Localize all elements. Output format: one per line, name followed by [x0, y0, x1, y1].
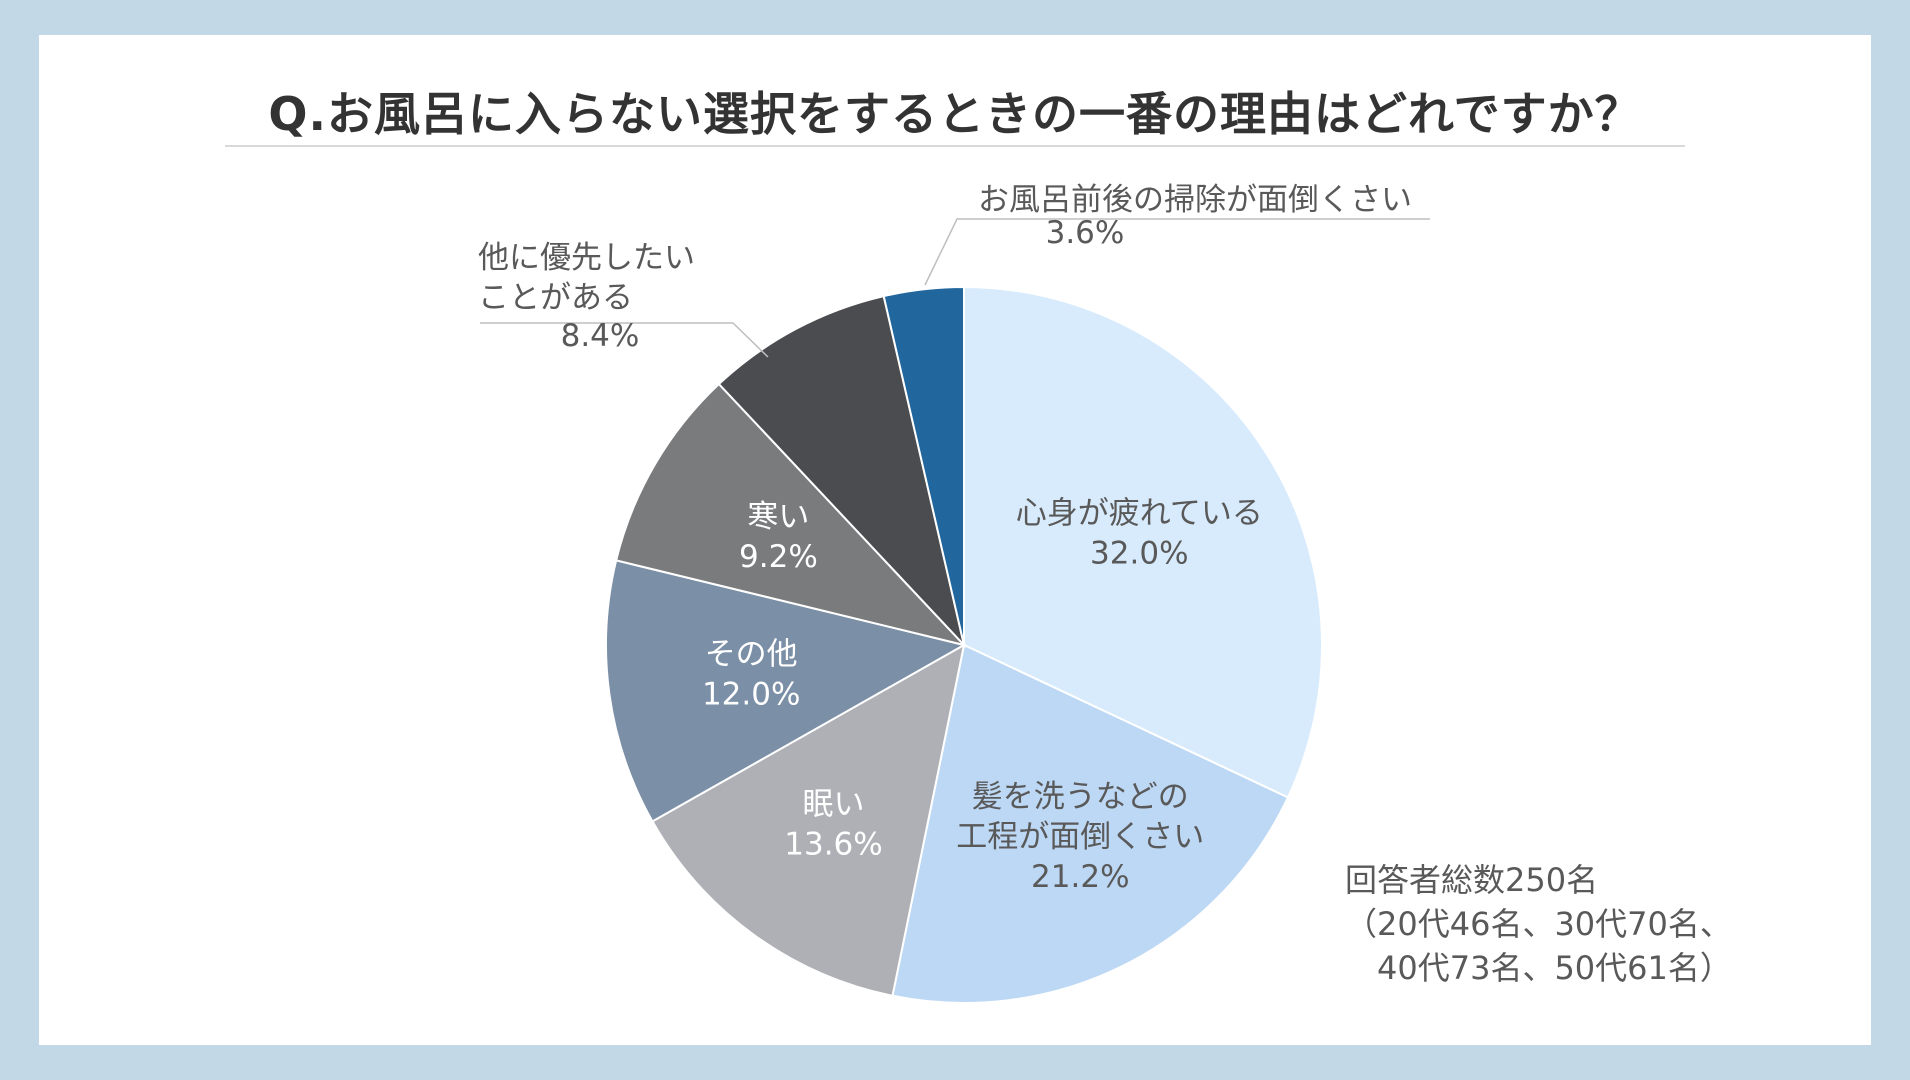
slice-2-label-line-1: 髪を洗うなどの	[972, 779, 1189, 815]
pie-slice-1	[963, 285, 1324, 799]
slice-2-label-line-2: 工程が面倒くさい	[956, 819, 1204, 855]
slice-6-label-line-2: ことがある	[478, 280, 633, 316]
slice-5-label-line-1: 寒い	[747, 499, 809, 535]
slice-7-label-line-1: お風呂前後の掃除が面倒くさい	[978, 182, 1412, 218]
note-line-1: 回答者総数250名	[1345, 861, 1599, 899]
slice-3-value-label: 13.6%	[784, 827, 882, 863]
slice-3-label-line-1: 眠い	[803, 787, 865, 823]
pie-slice-3	[651, 643, 966, 997]
slice-7-leader-line	[924, 218, 1430, 286]
slice-1-label-line-1: 心身が疲れている	[1016, 496, 1263, 532]
pie-slice-7	[882, 285, 965, 646]
slice-6-value-label: 8.4%	[561, 318, 640, 354]
title-divider	[225, 145, 1685, 147]
slice-6-leader-line	[480, 322, 769, 358]
pie-slice-6	[717, 294, 966, 649]
slice-7-value-label: 3.6%	[1046, 215, 1125, 251]
slice-5-value-label: 9.2%	[739, 539, 818, 575]
pie-slice-2	[891, 643, 1290, 1004]
note-line-3: 40代73名、50代61名）	[1345, 949, 1732, 987]
slice-4-label-line-1: その他	[705, 637, 798, 673]
slice-6-label-line-1: 他に優先したい	[478, 240, 695, 276]
pie-slice-4	[605, 559, 967, 823]
respondent-note: 回答者総数250名 （20代46名、30代70名、 40代73名、50代61名）	[1345, 858, 1732, 990]
slice-2-value-label: 21.2%	[1031, 859, 1129, 895]
chart-title: Q.お風呂に入らない選択をするときの一番の理由はどれですか？	[268, 87, 1642, 141]
pie-slice-5	[614, 382, 968, 647]
note-line-2: （20代46名、30代70名、	[1345, 905, 1732, 943]
slice-4-value-label: 12.0%	[702, 677, 800, 713]
slice-1-value-label: 32.0%	[1090, 536, 1188, 572]
